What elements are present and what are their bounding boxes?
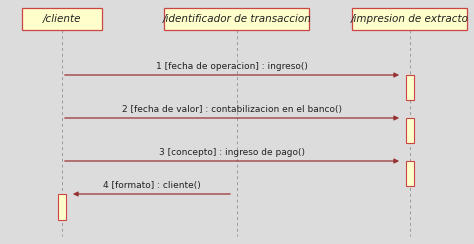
Text: 4 [formato] : cliente(): 4 [formato] : cliente()	[103, 181, 201, 190]
Bar	[406, 161, 414, 186]
Bar	[406, 75, 414, 100]
Bar	[58, 194, 66, 220]
Text: /identificador de transaccion: /identificador de transaccion	[163, 14, 311, 24]
Text: /impresion de extracto: /impresion de extracto	[351, 14, 469, 24]
Bar	[164, 8, 310, 30]
Bar	[406, 118, 414, 143]
Text: 1 [fecha de operacion] : ingreso(): 1 [fecha de operacion] : ingreso()	[156, 62, 308, 71]
Bar	[353, 8, 467, 30]
Text: /cliente: /cliente	[43, 14, 81, 24]
Bar	[22, 8, 102, 30]
Text: 3 [concepto] : ingreso de pago(): 3 [concepto] : ingreso de pago()	[159, 148, 305, 157]
Text: 2 [fecha de valor] : contabilizacion en el banco(): 2 [fecha de valor] : contabilizacion en …	[122, 105, 342, 114]
